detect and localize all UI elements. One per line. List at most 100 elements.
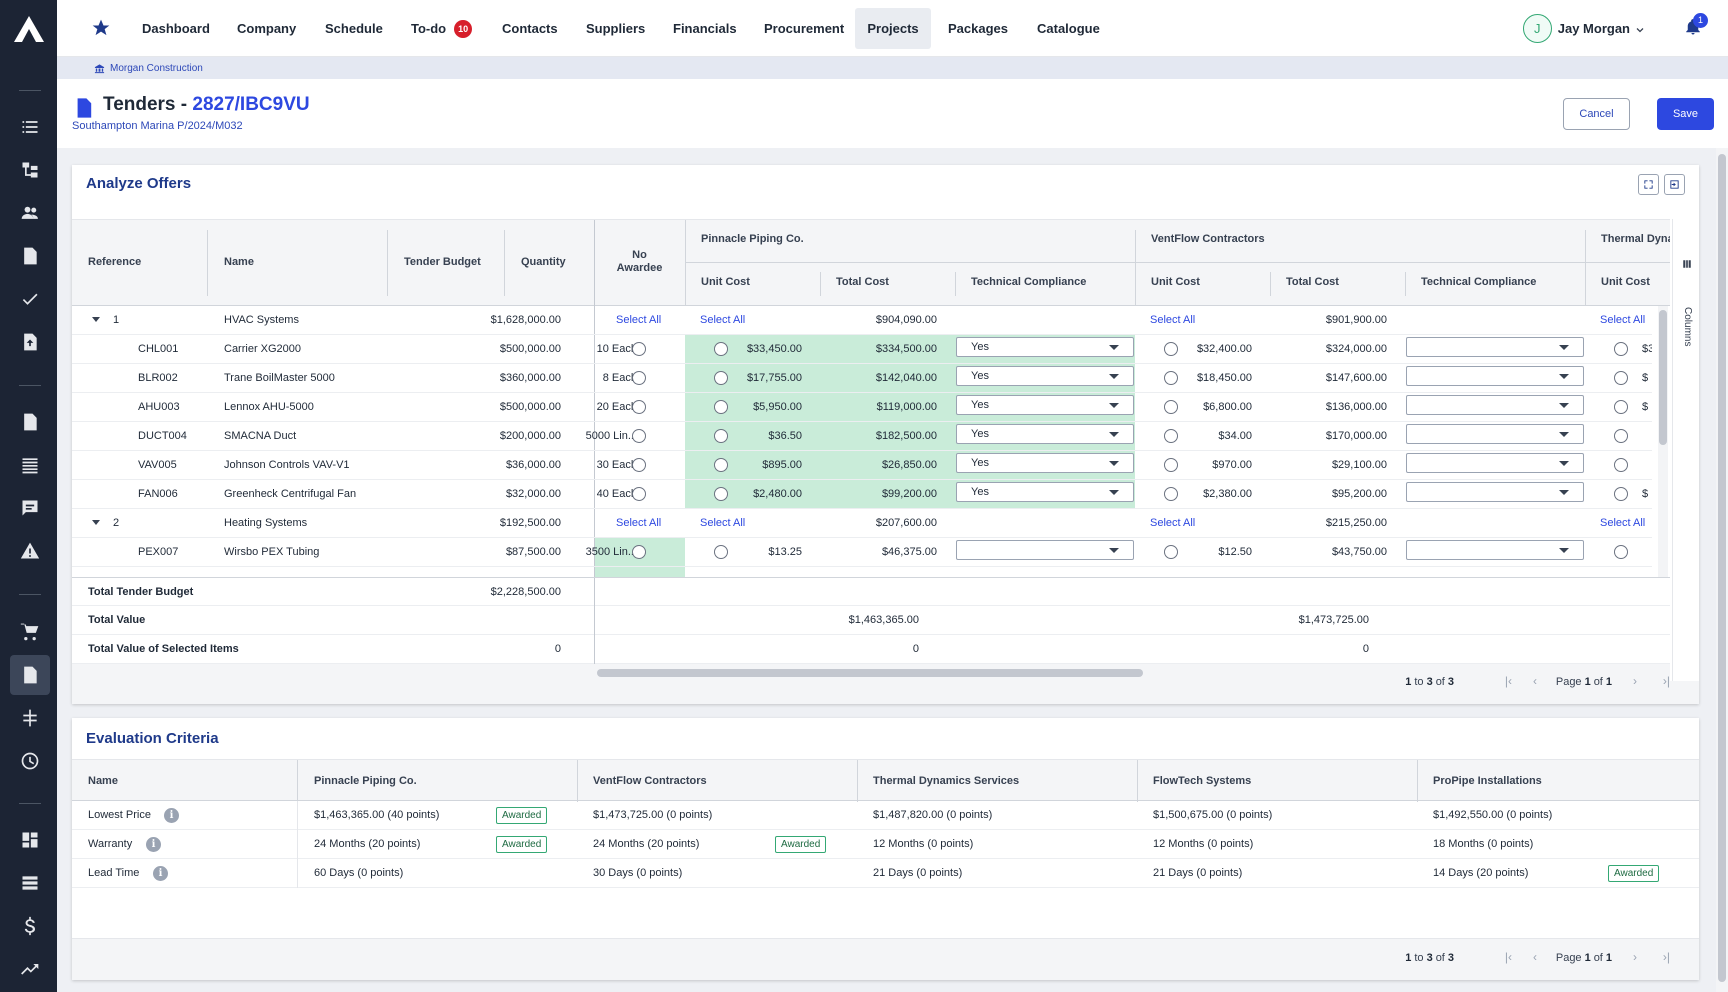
item-row[interactable]: DUCT004 SMACNA Duct $200,000.00 5000 Lin...… — [72, 422, 1652, 451]
nav-company[interactable]: Company — [237, 8, 296, 49]
select-all-link[interactable]: Select All — [700, 517, 746, 529]
scrollbar-thumb[interactable] — [597, 669, 1143, 677]
award-radio[interactable] — [1164, 458, 1178, 472]
award-radio[interactable] — [714, 400, 728, 414]
award-radio[interactable] — [714, 458, 728, 472]
nav-projects[interactable]: Projects — [855, 8, 931, 49]
dollar-icon[interactable] — [10, 906, 50, 946]
nav-suppliers[interactable]: Suppliers — [586, 8, 645, 49]
technical-compliance-select[interactable]: Yes — [956, 366, 1134, 386]
select-all-link[interactable]: Select All — [1600, 314, 1646, 326]
fullscreen-icon[interactable] — [1638, 174, 1659, 195]
nav-catalogue[interactable]: Catalogue — [1037, 8, 1100, 49]
technical-compliance-select[interactable]: Yes — [956, 482, 1134, 502]
item-row-partial[interactable] — [72, 567, 1652, 577]
select-all-link[interactable]: Select All — [1150, 314, 1196, 326]
item-row[interactable]: AHU003 Lennox AHU-5000 $500,000.00 20 Each $… — [72, 393, 1652, 422]
grid-list-icon[interactable] — [10, 863, 50, 903]
horizontal-scrollbar[interactable] — [72, 664, 1670, 682]
col-reference[interactable]: Reference — [88, 256, 142, 268]
cancel-button[interactable]: Cancel — [1563, 98, 1630, 130]
split-icon[interactable] — [10, 698, 50, 738]
clock-icon[interactable] — [10, 741, 50, 781]
info-icon[interactable]: i — [146, 837, 161, 852]
no-awardee-radio[interactable] — [632, 429, 646, 443]
cart-icon[interactable] — [10, 612, 50, 652]
last-page-icon[interactable]: ›| — [1662, 674, 1670, 688]
col-supplier[interactable]: ProPipe Installations — [1433, 775, 1542, 787]
select-all-link[interactable]: Select All — [616, 517, 662, 529]
project-link[interactable]: Southampton Marina P/2024/M032 — [72, 120, 243, 132]
no-awardee-radio[interactable] — [632, 487, 646, 501]
first-page-icon[interactable]: |‹ — [1504, 950, 1512, 964]
check-icon[interactable] — [10, 279, 50, 319]
col-supplier[interactable]: Pinnacle Piping Co. — [314, 775, 417, 787]
col-supplier[interactable]: VentFlow Contractors — [593, 775, 707, 787]
technical-compliance-select[interactable] — [1406, 453, 1584, 473]
technical-compliance-select[interactable] — [1406, 337, 1584, 357]
col-tender-budget[interactable]: Tender Budget — [404, 256, 481, 268]
award-radio[interactable] — [714, 545, 728, 559]
first-page-icon[interactable]: |‹ — [1504, 674, 1512, 688]
award-radio[interactable] — [714, 429, 728, 443]
col-supplier[interactable]: Thermal Dynamics Services — [873, 775, 1020, 787]
technical-compliance-select[interactable]: Yes — [956, 395, 1134, 415]
no-awardee-radio[interactable] — [632, 458, 646, 472]
award-radio[interactable] — [714, 487, 728, 501]
col-name[interactable]: Name — [88, 775, 118, 787]
award-radio[interactable] — [714, 342, 728, 356]
select-all-link[interactable]: Select All — [616, 314, 662, 326]
award-radio[interactable] — [714, 371, 728, 385]
prev-page-icon[interactable]: ‹ — [1533, 674, 1537, 688]
table-lines-icon[interactable] — [10, 445, 50, 485]
item-row[interactable]: CHL001 Carrier XG2000 $500,000.00 10 Each $3… — [72, 335, 1652, 364]
nav-contacts[interactable]: Contacts — [502, 8, 558, 49]
technical-compliance-select[interactable] — [1406, 482, 1584, 502]
no-awardee-radio[interactable] — [632, 342, 646, 356]
tenders-icon[interactable] — [10, 655, 50, 695]
award-radio[interactable] — [1164, 342, 1178, 356]
award-radio[interactable] — [1164, 487, 1178, 501]
nav-packages[interactable]: Packages — [948, 8, 1008, 49]
page-scrollbar[interactable] — [1716, 148, 1728, 992]
award-radio[interactable] — [1614, 400, 1628, 414]
item-row[interactable]: PEX007 Wirsbo PEX Tubing $87,500.00 3500 Li… — [72, 538, 1652, 567]
technical-compliance-select[interactable]: Yes — [956, 453, 1134, 473]
breadcrumb[interactable]: Morgan Construction — [57, 57, 1728, 79]
export-icon[interactable] — [1664, 174, 1685, 195]
nav-schedule[interactable]: Schedule — [325, 8, 383, 49]
technical-compliance-select[interactable] — [956, 540, 1134, 560]
technical-compliance-select[interactable]: Yes — [956, 424, 1134, 444]
award-radio[interactable] — [1614, 487, 1628, 501]
list-icon[interactable] — [10, 107, 50, 147]
scrollbar-thumb[interactable] — [1718, 154, 1726, 982]
award-radio[interactable] — [1164, 371, 1178, 385]
no-awardee-radio[interactable] — [632, 371, 646, 385]
nav-procurement[interactable]: Procurement — [764, 8, 844, 49]
col-technical-compliance[interactable]: Technical Compliance — [971, 276, 1087, 288]
award-radio[interactable] — [1164, 400, 1178, 414]
col-quantity[interactable]: Quantity — [521, 256, 566, 268]
technical-compliance-select[interactable] — [1406, 366, 1584, 386]
last-page-icon[interactable]: ›| — [1662, 950, 1670, 964]
save-button[interactable]: Save — [1657, 98, 1714, 130]
breadcrumb-company[interactable]: Morgan Construction — [110, 62, 203, 74]
info-icon[interactable]: i — [153, 866, 168, 881]
group-row[interactable]: 1 HVAC Systems $1,628,000.00 Select All … — [72, 306, 1652, 335]
prev-page-icon[interactable]: ‹ — [1533, 950, 1537, 964]
chevron-down-icon[interactable] — [92, 520, 100, 525]
favorite-star-icon[interactable] — [91, 18, 111, 41]
select-all-link[interactable]: Select All — [1150, 517, 1196, 529]
chevron-down-icon[interactable] — [92, 317, 100, 322]
next-page-icon[interactable]: › — [1633, 950, 1637, 964]
no-awardee-radio[interactable] — [632, 400, 646, 414]
columns-side-tab[interactable]: Columns — [1672, 219, 1699, 681]
technical-compliance-select[interactable]: Yes — [956, 337, 1134, 357]
award-radio[interactable] — [1614, 342, 1628, 356]
technical-compliance-select[interactable] — [1406, 540, 1584, 560]
col-total-cost[interactable]: Total Cost — [836, 276, 889, 288]
award-radio[interactable] — [1614, 371, 1628, 385]
col-unit-cost[interactable]: Unit Cost — [701, 276, 750, 288]
item-row[interactable]: FAN006 Greenheck Centrifugal Fan $32,000.0… — [72, 480, 1652, 509]
nav-todo[interactable]: To-do 10 — [411, 8, 473, 49]
